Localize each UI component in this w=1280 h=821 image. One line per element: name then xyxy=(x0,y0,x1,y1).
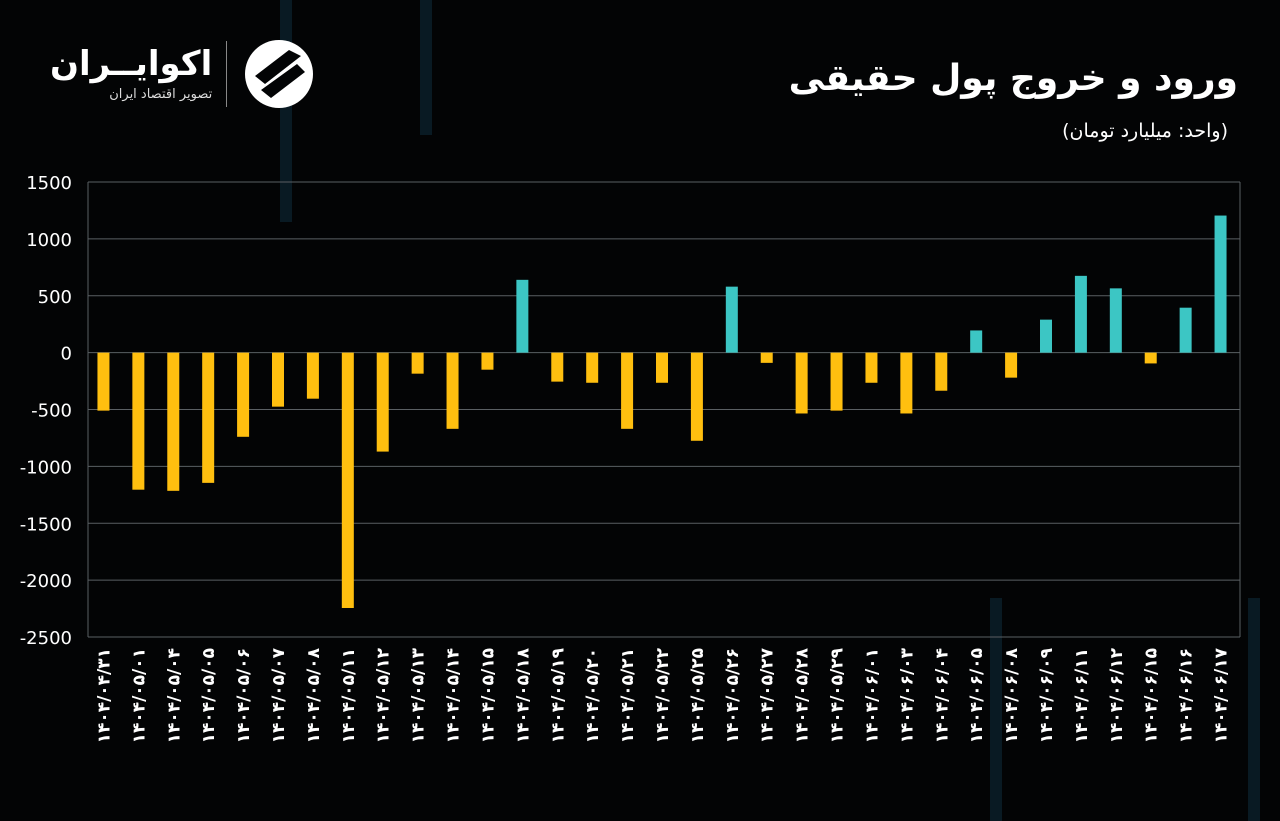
x-tick-label: ۱۴۰۴/۰۶/۱۶ xyxy=(1177,648,1197,743)
x-tick-label: ۱۴۰۴/۰۵/۲۹ xyxy=(828,647,848,743)
x-tick-label: ۱۴۰۴/۰۵/۱۱ xyxy=(339,648,359,743)
logo-mark-icon xyxy=(245,40,314,108)
bar xyxy=(586,352,599,383)
logo-name: اکوایــران xyxy=(50,43,213,84)
x-tick-label: ۱۴۰۴/۰۵/۰۵ xyxy=(199,648,219,743)
bar xyxy=(621,352,634,429)
x-tick-label: ۱۴۰۴/۰۵/۱۵ xyxy=(478,648,498,743)
bar xyxy=(1109,288,1122,353)
bar xyxy=(830,352,843,411)
bar xyxy=(202,352,215,483)
x-tick-label: ۱۴۰۴/۰۵/۲۰ xyxy=(583,648,603,743)
x-tick-label: ۱۴۰۴/۰۵/۰۸ xyxy=(304,647,324,743)
y-tick-label: 1500 xyxy=(26,173,72,194)
bar xyxy=(306,352,319,399)
y-tick-label: -500 xyxy=(31,401,72,422)
bar xyxy=(760,352,773,363)
x-tick-label: ۱۴۰۴/۰۵/۱۸ xyxy=(513,647,533,743)
chart-title: ورود و خروج پول حقیقی xyxy=(788,58,1238,99)
y-tick-label: -2000 xyxy=(20,571,72,592)
x-tick-label: ۱۴۰۴/۰۵/۲۶ xyxy=(723,648,743,743)
bar xyxy=(1040,319,1052,353)
bar xyxy=(97,352,110,411)
logo: اکوایــران تصویر اقتصاد ایران xyxy=(50,36,317,112)
bar xyxy=(935,352,948,391)
bar xyxy=(446,352,459,429)
bar xyxy=(237,352,250,437)
x-tick-label: ۱۴۰۴/۰۶/۰۸ xyxy=(1002,647,1022,743)
chart-subtitle: (واحد: میلیارد تومان) xyxy=(1062,120,1228,142)
bar xyxy=(900,352,913,414)
bar xyxy=(725,286,738,353)
bar xyxy=(865,352,878,383)
bar xyxy=(341,352,354,608)
x-tick-label: ۱۴۰۴/۰۵/۰۴ xyxy=(164,648,184,743)
bar xyxy=(411,352,424,374)
bar xyxy=(132,352,145,490)
bar xyxy=(795,352,808,414)
bar xyxy=(516,279,529,353)
x-tick-label: ۱۴۰۴/۰۶/۰۹ xyxy=(1037,647,1057,743)
x-tick-label: ۱۴۰۴/۰۵/۱۴ xyxy=(444,648,464,743)
bar xyxy=(970,330,983,353)
x-tick-label: ۱۴۰۴/۰۶/۱۲ xyxy=(1107,647,1127,743)
x-tick-label: ۱۴۰۴/۰۵/۰۱ xyxy=(129,648,149,743)
bar xyxy=(272,352,284,407)
x-tick-label: ۱۴۰۴/۰۴/۳۱ xyxy=(94,648,114,743)
y-tick-label: -1000 xyxy=(20,457,72,478)
bar xyxy=(1214,215,1227,353)
bar xyxy=(1144,352,1157,364)
x-tick-label: ۱۴۰۴/۰۶/۰۱ xyxy=(862,648,882,743)
background-decoration xyxy=(1248,598,1260,821)
x-tick-label: ۱۴۰۴/۰۵/۱۳ xyxy=(409,647,429,743)
y-tick-label: -1500 xyxy=(20,514,72,535)
x-tick-label: ۱۴۰۴/۰۵/۲۵ xyxy=(688,648,708,743)
x-tick-label: ۱۴۰۴/۰۶/۰۳ xyxy=(897,647,917,743)
y-tick-label: -2500 xyxy=(20,628,72,649)
bar xyxy=(167,352,180,491)
bar xyxy=(656,352,668,383)
bar xyxy=(1074,275,1087,353)
bar xyxy=(1179,307,1192,353)
x-tick-label: ۱۴۰۴/۰۵/۰۷ xyxy=(269,647,289,743)
x-tick-label: ۱۴۰۴/۰۶/۰۴ xyxy=(932,648,952,743)
x-tick-label: ۱۴۰۴/۰۶/۱۵ xyxy=(1142,648,1162,743)
x-tick-label: ۱۴۰۴/۰۵/۱۹ xyxy=(548,647,568,743)
background-decoration xyxy=(990,598,1002,821)
y-tick-label: 500 xyxy=(38,287,72,308)
bar xyxy=(376,352,389,452)
x-tick-label: ۱۴۰۴/۰۶/۱۷ xyxy=(1212,647,1232,743)
x-tick-label: ۱۴۰۴/۰۵/۲۱ xyxy=(618,648,638,743)
bar xyxy=(481,352,494,370)
x-tick-label: ۱۴۰۴/۰۵/۲۸ xyxy=(793,647,813,743)
y-tick-label: 1000 xyxy=(26,230,72,251)
x-tick-label: ۱۴۰۴/۰۶/۱۱ xyxy=(1072,648,1092,743)
logo-divider xyxy=(226,41,228,107)
bar xyxy=(690,352,703,441)
logo-tagline: تصویر اقتصاد ایران xyxy=(109,86,213,102)
x-tick-label: ۱۴۰۴/۰۵/۱۲ xyxy=(374,647,394,743)
bar xyxy=(551,352,564,382)
y-tick-label: 0 xyxy=(61,344,72,365)
x-tick-label: ۱۴۰۴/۰۵/۲۲ xyxy=(653,647,673,743)
x-tick-label: ۱۴۰۴/۰۵/۲۷ xyxy=(758,647,778,743)
bar xyxy=(1005,352,1018,378)
x-tick-label: ۱۴۰۴/۰۵/۰۶ xyxy=(234,648,254,743)
x-tick-label: ۱۴۰۴/۰۶/۰۵ xyxy=(967,648,987,743)
background-decoration xyxy=(420,0,432,135)
